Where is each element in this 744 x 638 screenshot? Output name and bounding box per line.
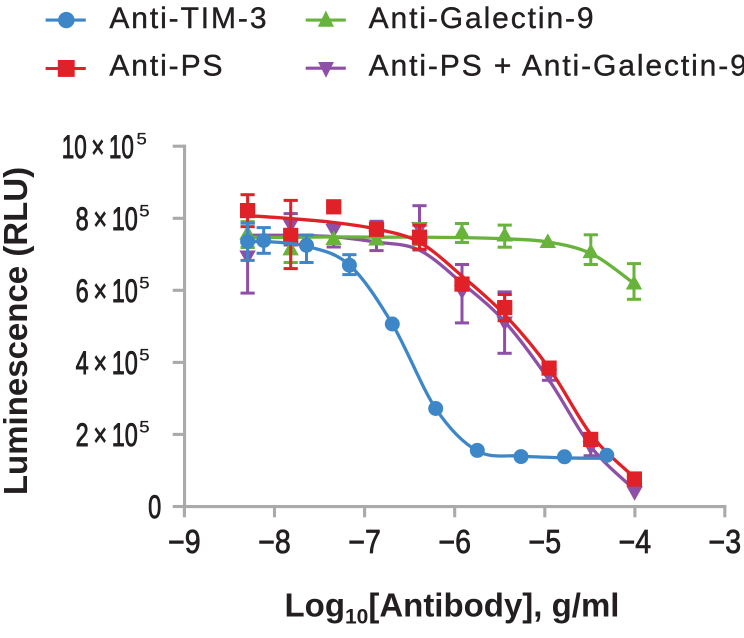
svg-text:5: 5 bbox=[137, 130, 147, 148]
svg-text:5: 5 bbox=[139, 202, 149, 220]
svg-text:−5: −5 bbox=[529, 523, 562, 560]
svg-text:−8: −8 bbox=[258, 523, 291, 560]
svg-text:−7: −7 bbox=[348, 523, 381, 560]
svg-text:10 × 10: 10 × 10 bbox=[62, 129, 134, 165]
svg-text:Anti-PS + Anti-Galectin-9: Anti-PS + Anti-Galectin-9 bbox=[369, 49, 744, 82]
svg-text:Anti-TIM-3: Anti-TIM-3 bbox=[109, 2, 268, 35]
svg-text:5: 5 bbox=[139, 347, 149, 365]
svg-text:4 × 10: 4 × 10 bbox=[76, 345, 138, 381]
svg-text:−9: −9 bbox=[168, 523, 201, 560]
svg-text:−6: −6 bbox=[438, 523, 471, 560]
svg-text:5: 5 bbox=[139, 274, 149, 292]
svg-text:Anti-PS: Anti-PS bbox=[109, 49, 224, 82]
svg-text:−3: −3 bbox=[709, 523, 742, 560]
svg-text:−4: −4 bbox=[619, 523, 652, 560]
svg-text:8 × 10: 8 × 10 bbox=[76, 201, 138, 237]
svg-text:0: 0 bbox=[148, 489, 161, 525]
svg-text:Anti-Galectin-9: Anti-Galectin-9 bbox=[369, 2, 596, 35]
svg-text:5: 5 bbox=[139, 419, 149, 437]
svg-text:2 × 10: 2 × 10 bbox=[76, 417, 138, 453]
svg-text:6 × 10: 6 × 10 bbox=[76, 273, 138, 309]
svg-text:Luminescence (RLU): Luminescence (RLU) bbox=[0, 167, 34, 495]
svg-text:Log10[Antibody], g/ml: Log10[Antibody], g/ml bbox=[285, 587, 620, 629]
